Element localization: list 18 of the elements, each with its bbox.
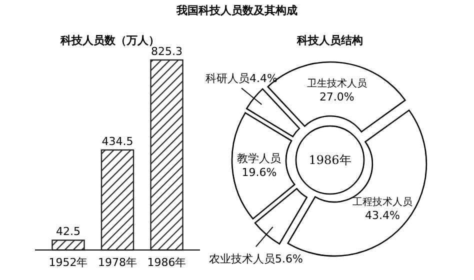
- text: 我国科技人员数及其构成: [176, 4, 298, 17]
- data-label: 434.5: [102, 134, 134, 148]
- slice-label: 科研人员4.4%: [206, 72, 278, 86]
- chart-title: 科技人员数（万人）: [60, 34, 160, 47]
- data-label: 42.5: [56, 225, 80, 238]
- data-label: 43.4%: [365, 208, 400, 222]
- slice-label: 教学人员: [237, 152, 282, 166]
- slice-label: 农业技术人员5.6%: [208, 252, 303, 266]
- text: 1986年: [308, 153, 352, 167]
- data-label: 27.0%: [319, 90, 354, 104]
- x-tick-label: 1952年: [48, 256, 88, 269]
- chart-title: 科技人员结构: [296, 34, 363, 47]
- x-tick-label: 1986年: [147, 256, 186, 269]
- data-label: 19.6%: [242, 166, 277, 180]
- slice-label: 工程技术人员: [352, 196, 412, 208]
- x-tick-label: 1978年: [98, 256, 137, 269]
- slice-label: 卫生技术人员: [306, 77, 367, 90]
- data-label: 825.3: [151, 45, 183, 58]
